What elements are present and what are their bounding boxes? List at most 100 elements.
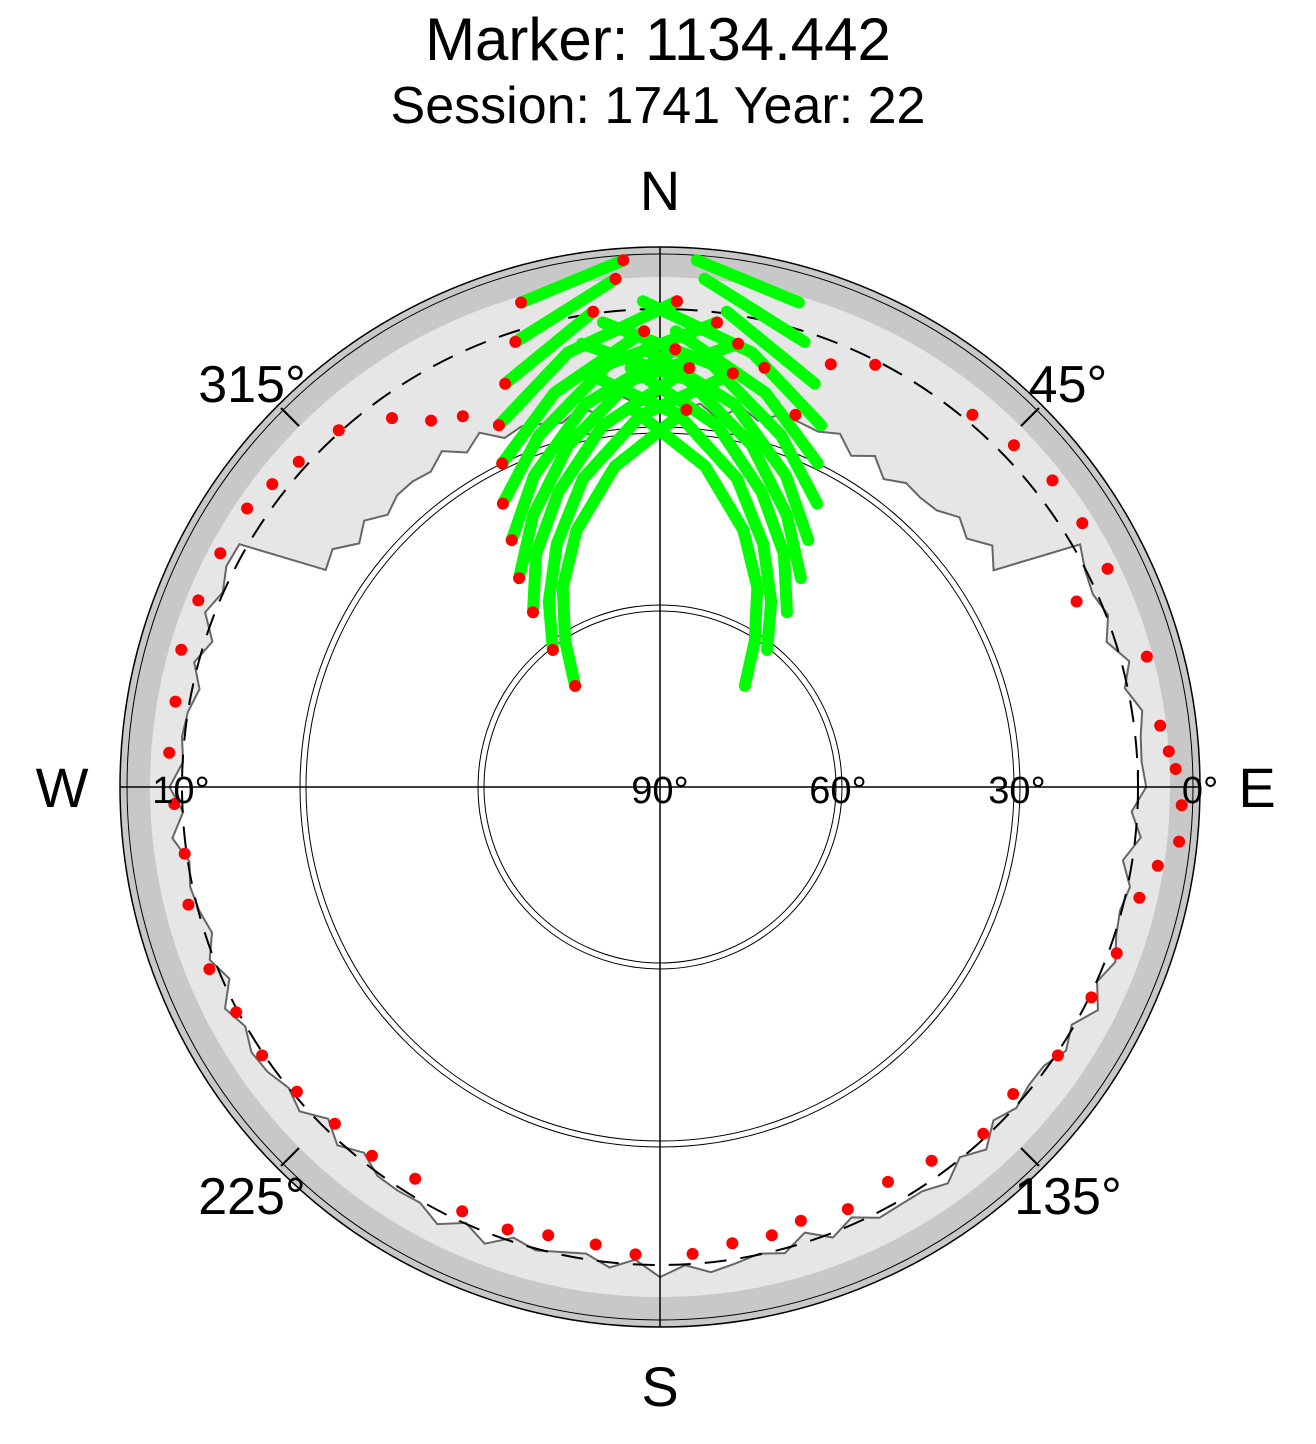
track-endpoint-marker	[794, 1214, 807, 1227]
track-endpoint-marker	[515, 296, 528, 309]
track-endpoint-marker	[1007, 439, 1020, 452]
compass-south-label: S	[641, 1355, 678, 1418]
compass-west-label: W	[36, 756, 89, 819]
track-endpoint-marker	[501, 1223, 514, 1236]
satellite-track	[698, 272, 811, 348]
track-endpoint-marker	[669, 343, 682, 356]
track-endpoint-marker	[1133, 891, 1146, 904]
track-endpoint-marker	[629, 1248, 642, 1261]
track-endpoint-marker	[456, 1205, 469, 1218]
satellite-track	[669, 325, 824, 470]
track-endpoint-marker	[328, 1117, 341, 1130]
satellite-track	[527, 362, 696, 619]
compass-north-label: N	[640, 159, 680, 222]
chart-title: Marker: 1134.442	[425, 6, 891, 73]
track-endpoint-marker	[671, 295, 683, 308]
track-endpoint-marker	[789, 408, 802, 421]
azimuth-label-135: 135°	[1014, 1168, 1122, 1226]
track-endpoint-marker	[513, 572, 526, 585]
track-endpoint-marker	[1151, 859, 1164, 872]
track-endpoint-marker	[163, 746, 176, 759]
track-endpoint-marker	[1175, 799, 1188, 812]
track-endpoint-marker	[496, 457, 509, 470]
satellite-track	[627, 403, 764, 692]
track-endpoint-marker	[546, 643, 559, 656]
track-endpoint-marker	[192, 594, 205, 607]
track-endpoint-marker	[496, 497, 509, 510]
azimuth-label-225: 225°	[198, 1168, 306, 1226]
track-endpoint-marker	[841, 1203, 854, 1216]
track-endpoint-marker	[505, 534, 518, 547]
track-endpoint-marker	[1140, 650, 1153, 663]
track-endpoint-marker	[711, 316, 723, 329]
elevation-label-10: 10°	[152, 770, 209, 812]
track-endpoint-marker	[617, 254, 630, 267]
track-endpoint-marker	[169, 695, 182, 708]
track-endpoint-marker	[365, 1149, 378, 1162]
track-endpoint-marker	[1070, 595, 1083, 608]
track-endpoint-marker	[1007, 1088, 1020, 1100]
track-endpoint-marker	[456, 410, 469, 423]
track-endpoint-marker	[1076, 517, 1089, 530]
track-endpoint-marker	[726, 367, 739, 380]
track-endpoint-marker	[726, 1237, 739, 1250]
track-endpoint-marker	[925, 1154, 938, 1167]
satellite-track	[492, 295, 683, 432]
track-endpoint-marker	[732, 337, 745, 350]
track-endpoint-marker	[542, 1229, 555, 1242]
satellite-track	[638, 343, 815, 547]
elevation-label-0: 0°	[1182, 770, 1218, 812]
track-endpoint-marker	[499, 377, 512, 390]
track-endpoint-marker	[589, 1238, 602, 1251]
satellite-track	[597, 316, 824, 510]
track-endpoint-marker	[1173, 835, 1186, 848]
track-endpoint-marker	[680, 403, 693, 416]
track-endpoint-marker	[230, 1006, 243, 1019]
tick-315	[280, 407, 300, 427]
satellite-track	[690, 254, 805, 309]
track-endpoint-marker	[509, 335, 522, 348]
track-endpoint-marker	[256, 1049, 269, 1062]
compass-east-label: E	[1238, 756, 1275, 819]
chart-subtitle: Session: 1741 Year: 22	[390, 77, 926, 135]
satellite-track	[720, 305, 821, 390]
track-endpoint-marker	[175, 643, 188, 656]
satellite-track	[499, 305, 600, 390]
track-endpoint-marker	[527, 606, 539, 619]
azimuth-label-315: 315°	[198, 356, 306, 414]
track-endpoint-marker	[765, 1229, 778, 1242]
tick-135	[1020, 1147, 1040, 1167]
azimuth-label-45: 45°	[1029, 356, 1108, 414]
elevation-label-90: 90°	[631, 770, 688, 812]
track-endpoint-marker	[182, 898, 195, 911]
tick-45	[1020, 407, 1040, 427]
track-endpoint-marker	[966, 408, 979, 421]
track-endpoint-marker	[569, 679, 582, 692]
track-endpoint-marker	[1051, 1049, 1064, 1062]
satellite-track	[637, 295, 828, 432]
track-endpoint-marker	[869, 358, 882, 371]
track-endpoint-marker	[409, 1172, 422, 1185]
track-endpoint-marker	[290, 1085, 303, 1098]
satellite-track	[505, 343, 682, 547]
track-endpoint-marker	[882, 1175, 894, 1188]
track-endpoint-marker	[1046, 474, 1059, 487]
track-endpoint-marker	[386, 412, 398, 425]
horizon-profile	[168, 393, 1148, 1279]
track-endpoint-marker	[492, 419, 505, 432]
satellite-track	[515, 254, 630, 309]
track-endpoint-marker	[683, 362, 696, 374]
track-endpoint-marker	[609, 272, 622, 285]
satellite-track	[556, 403, 693, 692]
track-endpoint-marker	[638, 325, 651, 338]
track-endpoint-marker	[266, 478, 279, 491]
track-endpoint-marker	[977, 1127, 990, 1140]
track-endpoint-marker	[1162, 745, 1175, 758]
track-endpoint-marker	[1169, 763, 1182, 775]
track-endpoint-marker	[292, 455, 305, 468]
track-endpoint-marker	[178, 847, 191, 860]
satellite-track	[496, 325, 651, 470]
track-endpoint-marker	[1154, 719, 1167, 732]
satellite-track	[509, 272, 622, 348]
